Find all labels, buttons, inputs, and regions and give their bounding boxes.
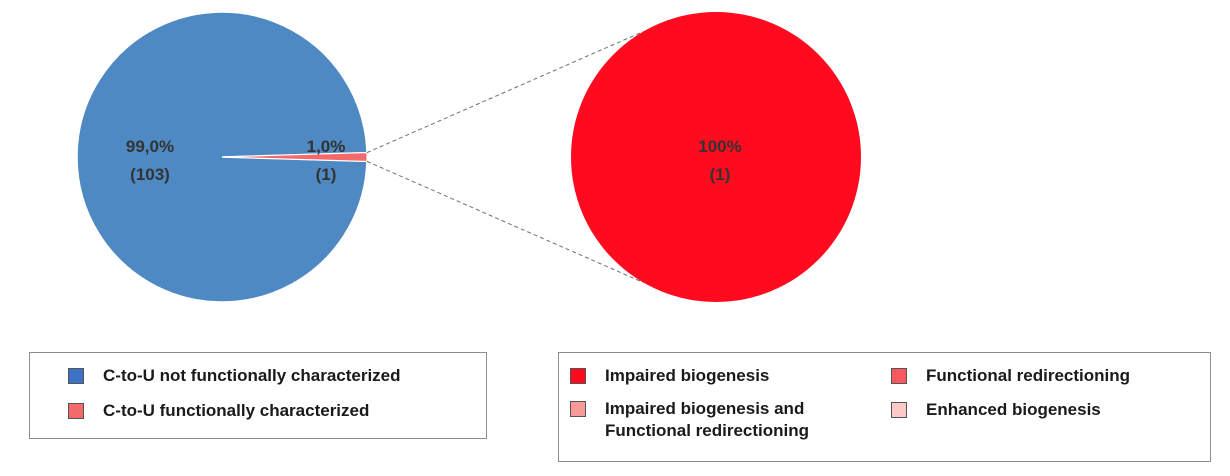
connector-line-top bbox=[366, 30, 644, 154]
legend-label: Functional redirectioning bbox=[926, 366, 1131, 385]
legend-left: C-to-U not functionally characterized C-… bbox=[29, 352, 487, 439]
legend-item-characterized: C-to-U functionally characterized bbox=[68, 400, 369, 422]
legend-item-impaired-and-redirectioning: Impaired biogenesis and Functional redir… bbox=[570, 398, 809, 442]
legend-label: C-to-U functionally characterized bbox=[103, 401, 370, 420]
data-label-count-characterized: (1) bbox=[316, 165, 337, 184]
pie-connector-lines bbox=[366, 30, 644, 284]
left-pie-chart bbox=[76, 11, 368, 303]
legend-label: Impaired biogenesis bbox=[605, 366, 770, 385]
legend-swatch bbox=[570, 368, 586, 384]
legend-label: Enhanced biogenesis bbox=[926, 400, 1101, 419]
data-label-percent-impaired: 100% bbox=[698, 137, 741, 156]
data-label-count-impaired: (1) bbox=[710, 165, 731, 184]
legend-item-functional-redirectioning: Functional redirectioning bbox=[891, 365, 1130, 387]
pie-slice-characterized bbox=[221, 152, 368, 162]
right-pie-chart bbox=[571, 12, 861, 302]
legend-item-not-characterized: C-to-U not functionally characterized bbox=[68, 365, 401, 387]
connector-line-bottom bbox=[366, 160, 644, 284]
legend-swatch bbox=[891, 402, 907, 418]
data-label-count-not-characterized: (103) bbox=[130, 165, 170, 184]
legend-swatch bbox=[68, 368, 84, 384]
pie-slice-impaired-biogenesis bbox=[571, 12, 861, 302]
legend-item-impaired-biogenesis: Impaired biogenesis bbox=[570, 365, 769, 387]
data-label-percent-characterized: 1,0% bbox=[307, 137, 346, 156]
legend-label: C-to-U not functionally characterized bbox=[103, 366, 401, 385]
legend-item-enhanced-biogenesis: Enhanced biogenesis bbox=[891, 399, 1101, 421]
legend-swatch bbox=[68, 403, 84, 419]
legend-swatch bbox=[570, 401, 586, 417]
data-label-percent-not-characterized: 99,0% bbox=[126, 137, 174, 156]
legend-right: Impaired biogenesis Functional redirecti… bbox=[558, 352, 1211, 462]
pie-slice-not-characterized bbox=[76, 11, 368, 303]
legend-label: Impaired biogenesis and Functional redir… bbox=[605, 399, 810, 440]
legend-swatch bbox=[891, 368, 907, 384]
pie-data-labels: 99,0% (103) 1,0% (1) 100% (1) bbox=[126, 137, 742, 184]
